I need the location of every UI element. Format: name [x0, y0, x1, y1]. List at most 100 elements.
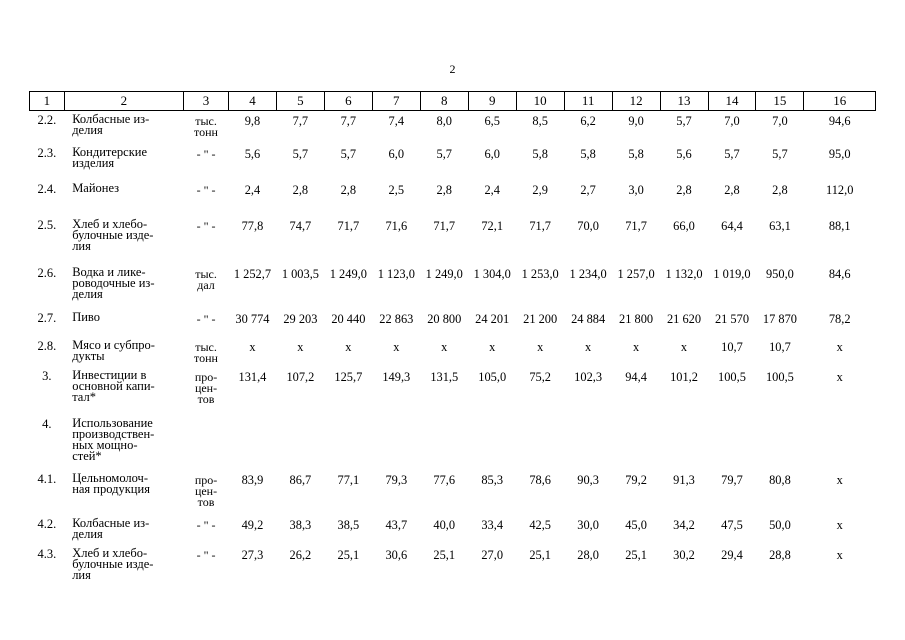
- value-cell: 79,7: [721, 472, 743, 487]
- value-cell: 86,7: [289, 472, 312, 487]
- value-cell: [276, 415, 324, 470]
- column-number: 4: [227, 91, 277, 111]
- indicator-name-line: Цельномолоч-: [72, 470, 149, 485]
- row-code: 2.3.: [37, 145, 57, 160]
- value-cell: 5,7: [292, 146, 309, 161]
- row-indicator-name: Мясо и субпро-дукты: [64, 337, 183, 367]
- unit-line: - " -: [196, 146, 216, 161]
- value-cell: 17 870: [762, 311, 797, 326]
- indicator-name-line: тал*: [72, 389, 96, 404]
- value-cell: 30 774: [235, 311, 270, 326]
- value-cell: [372, 415, 420, 470]
- value-cell: х: [249, 339, 256, 354]
- value-cell: 33,4: [481, 517, 504, 532]
- value-cell: 24 201: [475, 311, 510, 326]
- indicator-name-line: Колбасные из-: [72, 515, 150, 530]
- row-unit: - " -: [184, 515, 229, 545]
- value-cell: 63,1: [769, 218, 791, 233]
- value-cell: 28,8: [769, 547, 791, 562]
- unit-line: про-: [194, 369, 218, 384]
- value-cell: 6,0: [388, 146, 405, 161]
- value-cell: 78,6: [529, 472, 551, 487]
- value-cell: 29,4: [721, 547, 743, 562]
- value-cell: 1 304,0: [473, 266, 511, 281]
- value-cell: 2,8: [772, 182, 788, 197]
- column-number: 9: [467, 91, 517, 111]
- row-unit: - " -: [184, 309, 229, 337]
- value-cell: х: [680, 339, 688, 354]
- ratio-cell: х: [836, 547, 843, 562]
- value-cell: 2,8: [724, 182, 740, 197]
- value-cell: 5,6: [676, 146, 692, 161]
- row-unit: [184, 415, 229, 470]
- value-cell: 21 200: [523, 311, 558, 326]
- value-cell: 94,4: [625, 369, 647, 384]
- value-cell: 79,3: [385, 472, 408, 487]
- value-cell: 2,8: [340, 182, 357, 197]
- value-cell: 1 253,0: [521, 266, 559, 281]
- indicator-name-line: Инвестиции в: [72, 367, 147, 382]
- indicator-name-line: производствен-: [72, 426, 155, 441]
- row-indicator-name: Кондитерские изделия: [64, 144, 183, 180]
- value-cell: 77,6: [433, 472, 456, 487]
- value-cell: 79,2: [625, 472, 647, 487]
- ratio-cell: х: [836, 472, 843, 487]
- indicator-name-line: лия: [72, 567, 91, 582]
- value-cell: 71,7: [337, 218, 360, 233]
- value-cell: 5,8: [580, 146, 596, 161]
- table-row: 4. Использование производствен-ных мощно-с…: [30, 415, 876, 470]
- ratio-cell: 84,6: [828, 266, 851, 281]
- indicator-name-line: ных мощно-: [72, 437, 138, 452]
- value-cell: 64,4: [721, 218, 743, 233]
- value-cell: 26,2: [289, 547, 312, 562]
- value-cell: 85,3: [481, 472, 504, 487]
- column-number: 8: [419, 91, 469, 111]
- value-cell: 7,7: [340, 114, 357, 128]
- value-cell: 21 800: [619, 311, 654, 326]
- ratio-cell: х: [836, 339, 843, 354]
- value-cell: 6,2: [580, 114, 596, 128]
- indicator-name-line: делия: [72, 286, 103, 301]
- value-cell: 77,8: [241, 218, 264, 233]
- value-cell: 28,0: [577, 547, 599, 562]
- value-cell: х: [441, 339, 448, 354]
- indicator-name-line: булочные изде-: [72, 556, 154, 571]
- row-code: 3.: [42, 368, 52, 383]
- column-number: 15: [755, 91, 805, 111]
- column-number: 5: [275, 91, 325, 111]
- value-cell: 90,3: [577, 472, 599, 487]
- value-cell: 2,7: [580, 182, 596, 197]
- value-cell: 27,0: [481, 547, 504, 562]
- column-number: 16: [803, 91, 876, 111]
- column-number: 14: [707, 91, 757, 111]
- unit-line: цен-: [194, 483, 218, 498]
- value-cell: 131,4: [238, 369, 267, 384]
- value-cell: 43,7: [385, 517, 408, 532]
- value-cell: [756, 415, 804, 470]
- value-cell: 2,8: [676, 182, 692, 197]
- value-cell: 47,5: [721, 517, 743, 532]
- value-cell: 21 570: [714, 311, 750, 326]
- value-cell: 21 620: [666, 311, 702, 326]
- row-code: 2.6.: [37, 265, 57, 280]
- value-cell: 7,4: [388, 114, 405, 128]
- value-cell: 25,1: [625, 547, 647, 562]
- value-cell: [420, 415, 468, 470]
- value-cell: 9,0: [628, 114, 644, 128]
- value-cell: 29 203: [283, 311, 318, 326]
- indicator-name-line: Использование: [72, 415, 153, 430]
- row-code: 4.2.: [37, 516, 57, 531]
- value-cell: х: [585, 339, 592, 354]
- value-cell: 91,3: [673, 472, 695, 487]
- column-number: 11: [563, 91, 613, 111]
- value-cell: 2,4: [484, 182, 500, 197]
- row-code: 2.7.: [37, 310, 57, 325]
- value-cell: 149,3: [382, 369, 411, 384]
- row-unit: - " -: [184, 180, 229, 216]
- value-cell: 950,0: [765, 266, 794, 281]
- value-cell: 7,0: [772, 114, 788, 128]
- table-row: 4.3. Хлеб и хлебо-булочные изде-лия - " - 2…: [30, 545, 876, 589]
- table-row: 2.2. Колбасные из-делия тыс. тонн 9,8 7,7 7,7 7…: [30, 111, 876, 144]
- ratio-cell: 78,2: [828, 311, 851, 326]
- column-number: 6: [323, 91, 373, 111]
